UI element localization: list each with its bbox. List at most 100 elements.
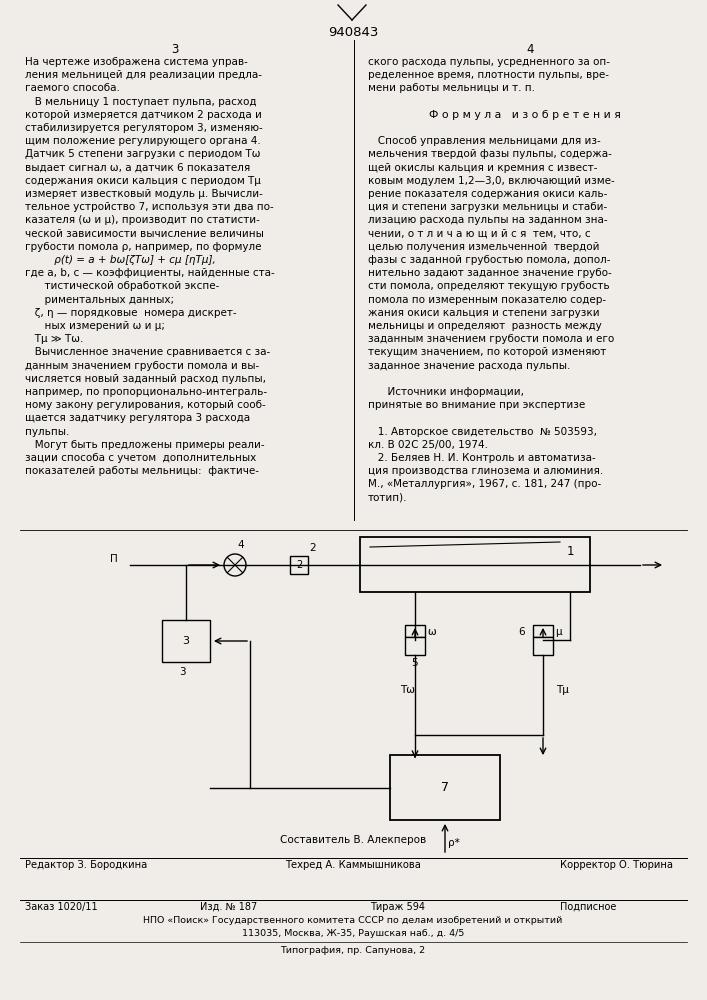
Text: ω: ω	[427, 627, 436, 637]
Text: гаемого способа.: гаемого способа.	[25, 83, 120, 93]
Text: ному закону регулирования, который сооб-: ному закону регулирования, который сооб-	[25, 400, 266, 410]
Text: например, по пропорционально-интеграль-: например, по пропорционально-интеграль-	[25, 387, 267, 397]
Text: ция и степени загрузки мельницы и стаби-: ция и степени загрузки мельницы и стаби-	[368, 202, 607, 212]
Text: зации способа с учетом  дополнительных: зации способа с учетом дополнительных	[25, 453, 256, 463]
Text: щим положение регулирующего органа 4.: щим положение регулирующего органа 4.	[25, 136, 261, 146]
Text: 4: 4	[526, 43, 534, 56]
Bar	[405, 625, 425, 637]
Text: стабилизируется регулятором 3, изменяю-: стабилизируется регулятором 3, изменяю-	[25, 123, 263, 133]
Text: которой измеряется датчиком 2 расхода и: которой измеряется датчиком 2 расхода и	[25, 110, 262, 120]
Text: НПО «Поиск» Государственного комитета СССР по делам изобретений и открытий: НПО «Поиск» Государственного комитета СС…	[144, 916, 563, 925]
Text: нительно задают заданное значение грубо-: нительно задают заданное значение грубо-	[368, 268, 612, 278]
Text: показателей работы мельницы:  фактиче-: показателей работы мельницы: фактиче-	[25, 466, 259, 476]
Text: грубости помола ρ, например, по формуле: грубости помола ρ, например, по формуле	[25, 242, 262, 252]
Text: Tω: Tω	[400, 685, 415, 695]
Text: пульпы.: пульпы.	[25, 427, 69, 437]
Bar	[290, 556, 308, 574]
Text: числяется новый заданный расход пульпы,: числяется новый заданный расход пульпы,	[25, 374, 266, 384]
Text: 1: 1	[566, 545, 574, 558]
Text: ского расхода пульпы, усредненного за оп-: ского расхода пульпы, усредненного за оп…	[368, 57, 610, 67]
Text: ковым модулем 1,2—3,0, включающий изме-: ковым модулем 1,2—3,0, включающий изме-	[368, 176, 615, 186]
Text: измеряет известковый модуль μ. Вычисли-: измеряет известковый модуль μ. Вычисли-	[25, 189, 263, 199]
Text: где a, b, c — коэффициенты, найденные ста-: где a, b, c — коэффициенты, найденные ст…	[25, 268, 275, 278]
Text: казателя (ω и μ), производит по статисти-: казателя (ω и μ), производит по статисти…	[25, 215, 260, 225]
Text: Вычисленное значение сравнивается с за-: Вычисленное значение сравнивается с за-	[25, 347, 270, 357]
Text: ределенное время, плотности пульпы, вре-: ределенное время, плотности пульпы, вре-	[368, 70, 609, 80]
Text: лизацию расхода пульпы на заданном зна-: лизацию расхода пульпы на заданном зна-	[368, 215, 607, 225]
Text: целью получения измельченной  твердой: целью получения измельченной твердой	[368, 242, 600, 252]
Text: Tμ: Tμ	[556, 685, 569, 695]
Text: Тираж 594: Тираж 594	[370, 902, 425, 912]
Text: 3: 3	[182, 636, 189, 646]
Text: Источники информации,: Источники информации,	[368, 387, 524, 397]
Text: 3: 3	[171, 43, 179, 56]
Text: 2: 2	[296, 560, 302, 570]
Text: тистической обработкой экспе-: тистической обработкой экспе-	[25, 281, 219, 291]
Text: тельное устройство 7, используя эти два по-: тельное устройство 7, используя эти два …	[25, 202, 274, 212]
Text: Ф о р м у л а   и з о б р е т е н и я: Ф о р м у л а и з о б р е т е н и я	[429, 110, 621, 120]
Text: фазы с заданной грубостью помола, допол-: фазы с заданной грубостью помола, допол-	[368, 255, 611, 265]
Text: ция производства глинозема и алюминия.: ция производства глинозема и алюминия.	[368, 466, 603, 476]
Text: Редактор З. Бородкина: Редактор З. Бородкина	[25, 860, 147, 870]
Bar	[533, 637, 553, 655]
Bar	[390, 755, 500, 820]
Text: Составитель В. Алекперов: Составитель В. Алекперов	[280, 835, 426, 845]
Text: принятые во внимание при экспертизе: принятые во внимание при экспертизе	[368, 400, 585, 410]
Text: 3: 3	[179, 667, 185, 677]
Bar	[360, 537, 590, 592]
Text: 6: 6	[518, 627, 525, 637]
Text: чении, о т л и ч а ю щ и й с я  тем, что, с: чении, о т л и ч а ю щ и й с я тем, что,…	[368, 229, 590, 239]
Text: Техред А. Каммышникова: Техред А. Каммышникова	[285, 860, 421, 870]
Text: ρ(t) = a + bω[ζTω] + cμ [ηTμ],: ρ(t) = a + bω[ζTω] + cμ [ηTμ],	[25, 255, 216, 265]
Text: 940843: 940843	[328, 26, 378, 39]
Text: ческой зависимости вычисление величины: ческой зависимости вычисление величины	[25, 229, 264, 239]
Text: кл. В 02С 25/00, 1974.: кл. В 02С 25/00, 1974.	[368, 440, 488, 450]
Text: содержания окиси кальция с периодом Tμ: содержания окиси кальция с периодом Tμ	[25, 176, 261, 186]
Text: заданным значением грубости помола и его: заданным значением грубости помола и его	[368, 334, 614, 344]
Text: На чертеже изображена система управ-: На чертеже изображена система управ-	[25, 57, 248, 67]
Text: щей окислы кальция и кремния с извест-: щей окислы кальция и кремния с извест-	[368, 163, 597, 173]
Text: 5: 5	[411, 658, 419, 668]
Text: 4: 4	[237, 540, 244, 550]
Text: Корректор О. Тюрина: Корректор О. Тюрина	[560, 860, 673, 870]
Text: ρ*: ρ*	[448, 838, 460, 848]
Text: Датчик 5 степени загрузки с периодом Tω: Датчик 5 степени загрузки с периодом Tω	[25, 149, 260, 159]
Text: мени работы мельницы и т. п.: мени работы мельницы и т. п.	[368, 83, 535, 93]
Text: Способ управления мельницами для из-: Способ управления мельницами для из-	[368, 136, 601, 146]
Text: В мельницу 1 поступает пульпа, расход: В мельницу 1 поступает пульпа, расход	[25, 97, 257, 107]
Text: Заказ 1020/11: Заказ 1020/11	[25, 902, 98, 912]
Text: данным значением грубости помола и вы-: данным значением грубости помола и вы-	[25, 361, 259, 371]
Text: рение показателя содержания окиси каль-: рение показателя содержания окиси каль-	[368, 189, 607, 199]
Text: сти помола, определяют текущую грубость: сти помола, определяют текущую грубость	[368, 281, 609, 291]
Text: ления мельницей для реализации предла-: ления мельницей для реализации предла-	[25, 70, 262, 80]
Text: Могут быть предложены примеры реали-: Могут быть предложены примеры реали-	[25, 440, 264, 450]
Text: тотип).: тотип).	[368, 493, 407, 503]
Text: жания окиси кальция и степени загрузки: жания окиси кальция и степени загрузки	[368, 308, 600, 318]
Text: 7: 7	[441, 781, 449, 794]
Text: выдает сигнал ω, а датчик 6 показателя: выдает сигнал ω, а датчик 6 показателя	[25, 163, 250, 173]
Text: 113035, Москва, Ж-35, Раушская наб., д. 4/5: 113035, Москва, Ж-35, Раушская наб., д. …	[242, 929, 464, 938]
Text: ных измерений ω и μ;: ных измерений ω и μ;	[25, 321, 165, 331]
Text: П: П	[110, 554, 118, 564]
Text: ζ, η — порядковые  номера дискрет-: ζ, η — порядковые номера дискрет-	[25, 308, 237, 318]
Text: М., «Металлургия», 1967, с. 181, 247 (про-: М., «Металлургия», 1967, с. 181, 247 (пр…	[368, 479, 601, 489]
Text: мельчения твердой фазы пульпы, содержа-: мельчения твердой фазы пульпы, содержа-	[368, 149, 612, 159]
Bar	[533, 625, 553, 637]
Text: 2: 2	[309, 543, 315, 553]
Bar	[405, 637, 425, 655]
Text: Tμ ≫ Tω.: Tμ ≫ Tω.	[25, 334, 83, 344]
Text: 2. Беляев Н. И. Контроль и автоматиза-: 2. Беляев Н. И. Контроль и автоматиза-	[368, 453, 596, 463]
Circle shape	[224, 554, 246, 576]
Text: щается задатчику регулятора 3 расхода: щается задатчику регулятора 3 расхода	[25, 413, 250, 423]
Text: заданное значение расхода пульпы.: заданное значение расхода пульпы.	[368, 361, 571, 371]
Text: Типография, пр. Сапунова, 2: Типография, пр. Сапунова, 2	[281, 946, 426, 955]
Text: 1. Авторское свидетельство  № 503593,: 1. Авторское свидетельство № 503593,	[368, 427, 597, 437]
Text: помола по измеренным показателю содер-: помола по измеренным показателю содер-	[368, 295, 606, 305]
Text: Изд. № 187: Изд. № 187	[200, 902, 257, 912]
Text: мельницы и определяют  разность между: мельницы и определяют разность между	[368, 321, 602, 331]
Text: μ: μ	[555, 627, 561, 637]
Text: Подписное: Подписное	[560, 902, 617, 912]
Bar	[162, 620, 210, 662]
Text: риментальных данных;: риментальных данных;	[25, 295, 174, 305]
Text: текущим значением, по которой изменяют: текущим значением, по которой изменяют	[368, 347, 606, 357]
